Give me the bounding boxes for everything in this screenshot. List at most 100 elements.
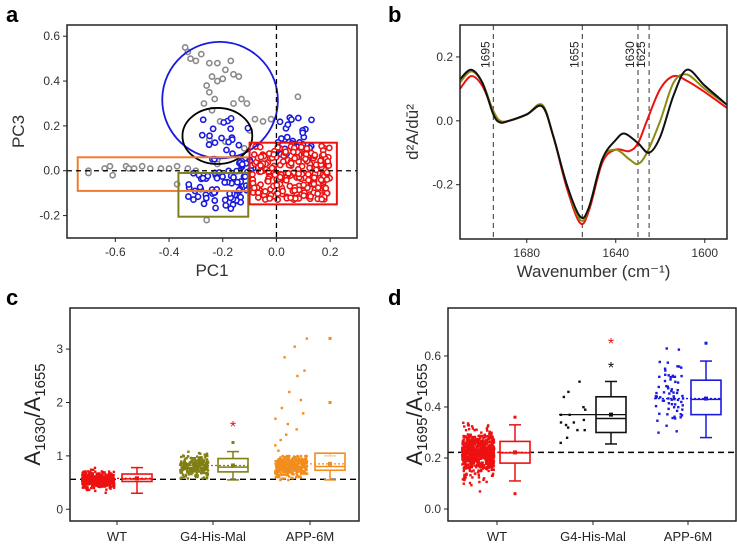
data-point bbox=[481, 456, 484, 459]
data-point bbox=[492, 447, 496, 451]
data-point bbox=[466, 466, 469, 470]
data-point bbox=[303, 471, 306, 474]
data-point bbox=[92, 478, 96, 482]
data-point bbox=[287, 463, 290, 466]
data-point bbox=[303, 460, 306, 463]
data-point bbox=[280, 406, 284, 410]
point-red bbox=[305, 176, 312, 184]
data-point bbox=[485, 480, 488, 484]
data-point bbox=[488, 462, 492, 465]
data-point bbox=[276, 474, 279, 477]
data-point bbox=[276, 468, 279, 472]
point-gray bbox=[227, 57, 235, 65]
data-point bbox=[469, 450, 473, 453]
data-point bbox=[472, 437, 475, 440]
data-point bbox=[487, 458, 490, 462]
data-point bbox=[203, 471, 206, 475]
data-point bbox=[565, 436, 569, 439]
point-gray bbox=[205, 59, 213, 67]
data-point bbox=[491, 435, 494, 439]
data-point bbox=[283, 477, 286, 480]
data-point bbox=[205, 462, 208, 465]
data-point bbox=[81, 479, 84, 483]
data-point bbox=[673, 417, 677, 420]
data-point bbox=[484, 456, 488, 460]
data-point bbox=[98, 473, 101, 477]
data-point bbox=[673, 415, 676, 418]
point-blue bbox=[218, 134, 225, 142]
data-point bbox=[285, 466, 289, 469]
data-point bbox=[279, 464, 282, 467]
y-tick-label: 2 bbox=[56, 395, 63, 409]
data-point bbox=[490, 464, 493, 467]
data-point bbox=[200, 462, 204, 465]
data-point bbox=[182, 461, 186, 464]
data-point bbox=[476, 445, 479, 448]
data-point bbox=[290, 472, 294, 476]
data-point bbox=[666, 385, 669, 388]
point-red bbox=[302, 155, 309, 163]
data-point bbox=[297, 460, 301, 463]
data-point bbox=[674, 380, 677, 384]
data-point bbox=[480, 468, 483, 472]
point-blue bbox=[200, 200, 208, 208]
data-point bbox=[665, 424, 668, 427]
category-label: APP-6M bbox=[664, 529, 712, 544]
data-point bbox=[181, 473, 185, 476]
point-gray bbox=[213, 77, 221, 85]
point-blue bbox=[185, 181, 193, 188]
data-point bbox=[180, 466, 183, 469]
data-point bbox=[183, 458, 187, 461]
data-point bbox=[293, 345, 296, 348]
point-red bbox=[322, 184, 330, 192]
data-point bbox=[202, 476, 206, 479]
data-point bbox=[470, 453, 474, 456]
data-point bbox=[206, 454, 209, 458]
data-point bbox=[97, 476, 101, 479]
data-point bbox=[470, 470, 473, 473]
data-point bbox=[468, 469, 472, 472]
data-point bbox=[463, 446, 466, 450]
data-point bbox=[486, 463, 490, 466]
data-point bbox=[461, 450, 464, 453]
data-point bbox=[201, 477, 204, 480]
data-point bbox=[482, 466, 485, 469]
data-point bbox=[189, 456, 193, 460]
data-point bbox=[287, 478, 290, 482]
data-point bbox=[464, 441, 467, 445]
point-red bbox=[324, 157, 332, 165]
data-point bbox=[477, 460, 480, 464]
point-gray bbox=[200, 100, 208, 107]
data-point bbox=[473, 442, 477, 446]
data-point bbox=[471, 444, 474, 447]
y-tick-label: 0.0 bbox=[43, 164, 60, 178]
data-point bbox=[205, 477, 209, 480]
data-point bbox=[473, 472, 477, 475]
data-point bbox=[185, 463, 189, 466]
data-point bbox=[278, 469, 281, 472]
y-label-part-a2: /A bbox=[402, 396, 427, 417]
data-point bbox=[578, 380, 581, 383]
point-blue bbox=[223, 146, 230, 154]
data-point bbox=[205, 458, 209, 461]
data-point bbox=[675, 391, 679, 395]
data-point bbox=[663, 367, 667, 370]
data-point bbox=[104, 473, 107, 476]
data-point bbox=[463, 466, 466, 469]
y-tick-label: 3 bbox=[56, 342, 63, 356]
data-point bbox=[461, 451, 465, 455]
data-point bbox=[200, 458, 204, 461]
data-point bbox=[108, 480, 112, 483]
data-point bbox=[572, 421, 576, 424]
data-point bbox=[289, 461, 292, 464]
data-point bbox=[280, 468, 284, 472]
data-point bbox=[100, 477, 103, 481]
data-point bbox=[180, 476, 183, 479]
data-point bbox=[299, 476, 303, 479]
data-point bbox=[299, 454, 303, 458]
point-gray bbox=[211, 95, 219, 103]
data-point bbox=[469, 461, 473, 464]
data-point bbox=[462, 434, 465, 438]
data-point bbox=[484, 457, 487, 461]
data-point bbox=[566, 426, 570, 429]
